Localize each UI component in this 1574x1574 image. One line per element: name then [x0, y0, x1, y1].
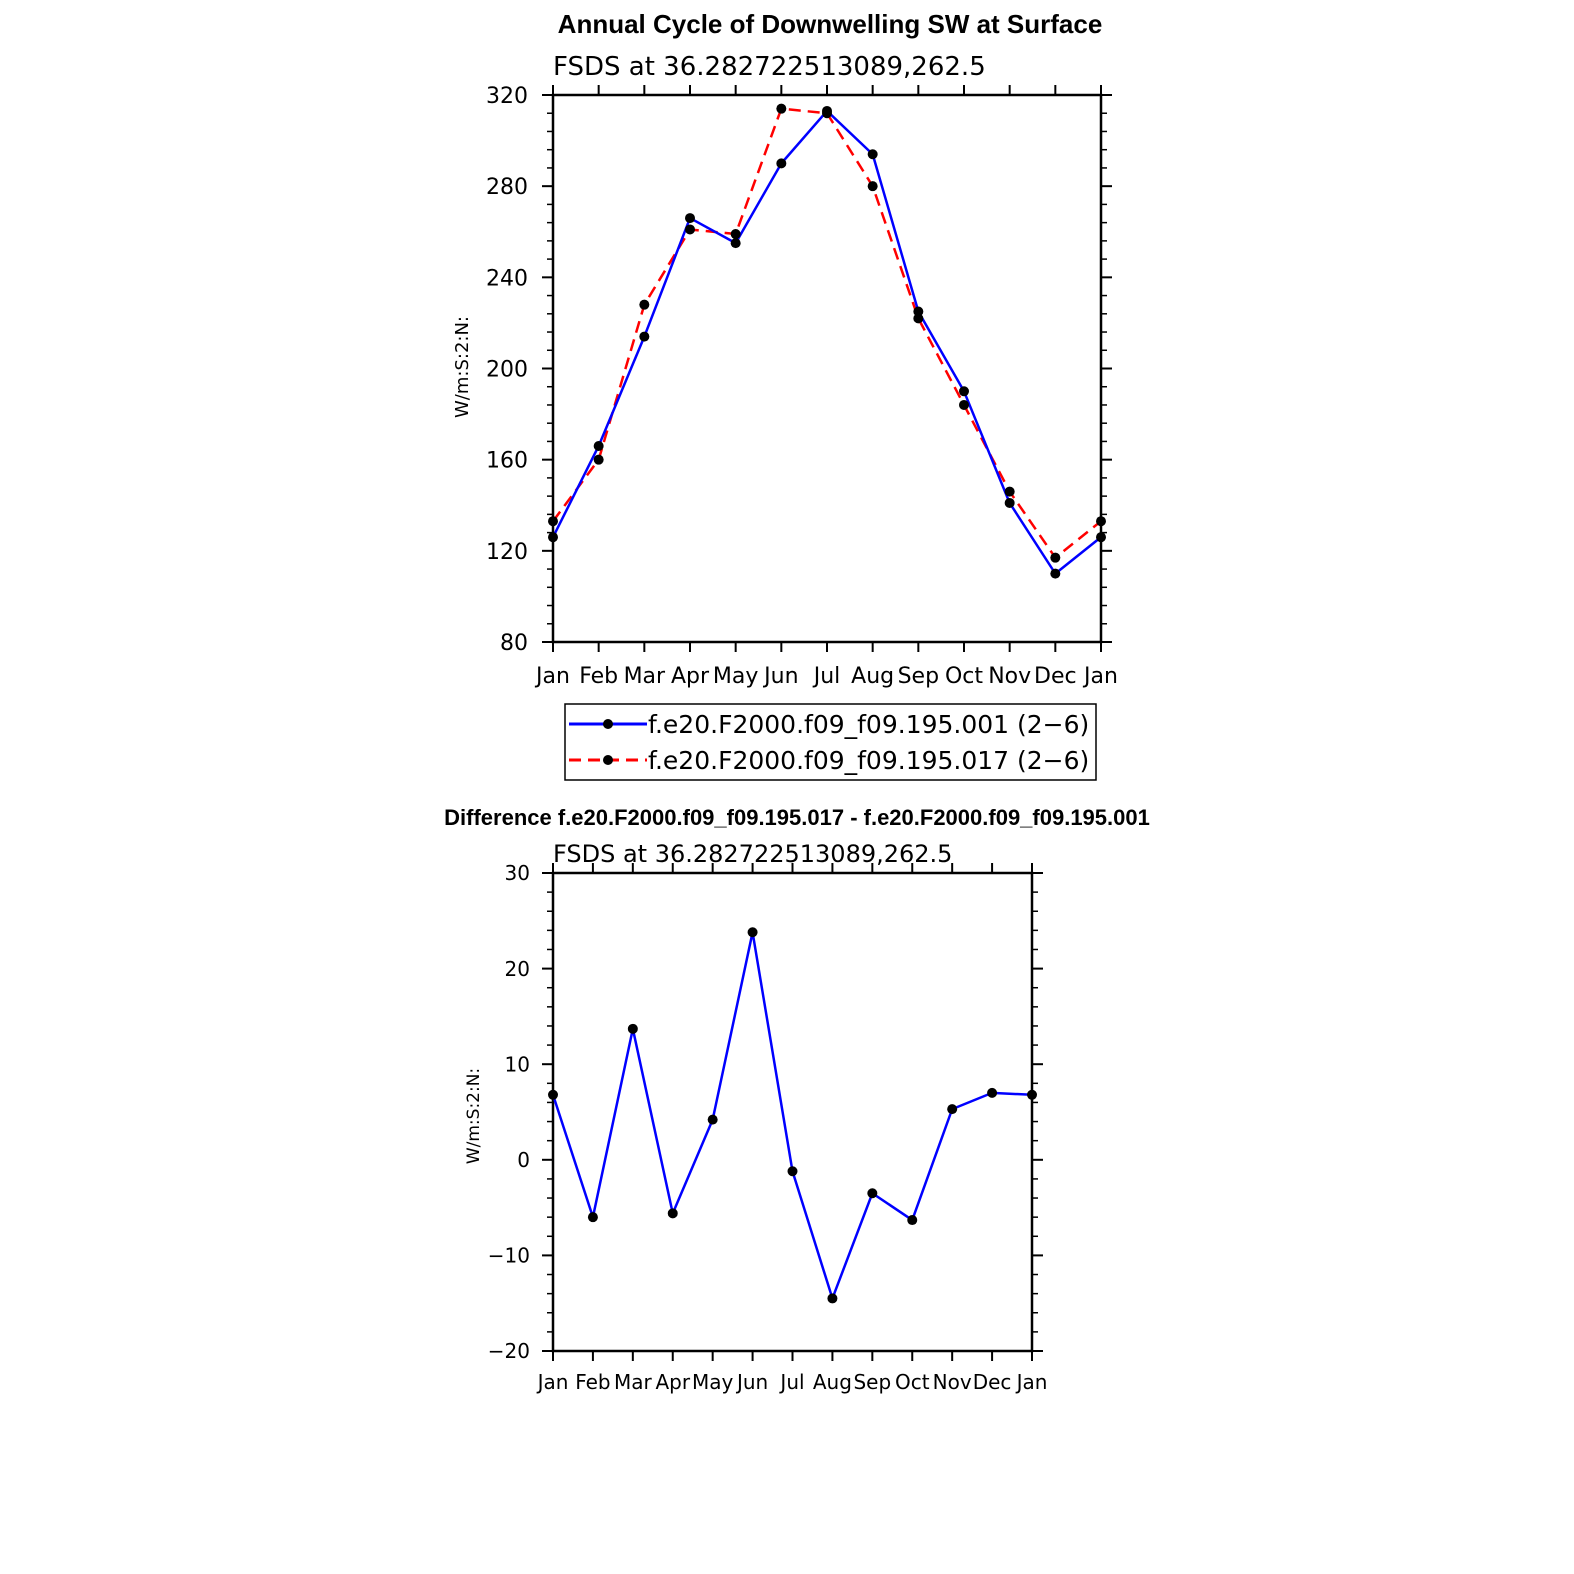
- data-point-series-1: [627, 1023, 638, 1034]
- data-point-series-1: [1027, 1089, 1037, 1100]
- y-tick-label: 30: [505, 861, 530, 885]
- x-tick-label: Mar: [624, 664, 666, 689]
- data-point-series-1: [1050, 568, 1061, 579]
- data-point-series-2: [776, 103, 787, 114]
- data-point-series-2: [548, 516, 558, 527]
- x-tick-label: Dec: [973, 1370, 1012, 1394]
- y-tick-label: −20: [488, 1339, 530, 1363]
- x-tick-label: Aug: [851, 664, 894, 689]
- data-point-series-2: [913, 313, 924, 324]
- data-point-series-2: [867, 181, 878, 192]
- x-tick-label: Apr: [671, 664, 710, 689]
- data-point-series-1: [1004, 497, 1015, 508]
- x-tick-label: Jan: [1015, 1370, 1048, 1394]
- x-tick-label: Apr: [655, 1370, 690, 1394]
- legend: f.e20.F2000.f09_f09.195.001 (2−6) f.e20.…: [564, 703, 1097, 781]
- y-axis-label: W/m:S:2:N:: [452, 316, 473, 418]
- data-point-series-1: [776, 158, 787, 169]
- data-point-series-2: [1096, 516, 1106, 527]
- data-point-series-1: [593, 440, 604, 451]
- x-tick-label: Sep: [898, 664, 939, 689]
- x-tick-label: Jun: [735, 1370, 768, 1394]
- y-tick-label: 280: [486, 175, 528, 200]
- data-point-series-1: [667, 1208, 678, 1219]
- data-point-series-2: [822, 108, 832, 119]
- y-tick-label: 10: [505, 1052, 530, 1076]
- chart-title: Annual Cycle of Downwelling SW at Surfac…: [558, 9, 1103, 39]
- y-tick-label: 200: [486, 357, 528, 382]
- data-point-series-2: [685, 224, 695, 235]
- data-point-series-1: [867, 1188, 878, 1199]
- y-tick-label: 120: [486, 540, 528, 565]
- data-point-series-1: [959, 386, 969, 397]
- data-point-series-1: [1096, 532, 1106, 543]
- y-axis-label: W/m:S:2:N:: [464, 1068, 484, 1164]
- series-line-1: [551, 931, 1033, 1300]
- plot-frame: [551, 871, 1034, 1353]
- x-tick-label: Feb: [575, 1370, 610, 1394]
- plot-area: Jan Feb Mar Apr May Jun Jul Aug Sep Oct Nov Dec Jan8…: [486, 84, 1118, 689]
- data-point-series-1: [548, 1089, 558, 1100]
- x-tick-label: Jun: [762, 664, 798, 689]
- data-point-series-1: [747, 927, 758, 938]
- plot-area: Jan Feb Mar Apr May Jun Jul Aug Sep Oct Nov Dec Jan−…: [488, 861, 1048, 1394]
- data-point-series-1: [907, 1215, 918, 1226]
- data-point-series-2: [959, 399, 969, 410]
- x-tick-label: Jan: [534, 664, 570, 689]
- x-tick-label: Nov: [933, 1370, 972, 1394]
- x-tick-label: Jul: [812, 664, 841, 689]
- data-point-series-2: [593, 454, 604, 465]
- data-point-series-1: [639, 331, 650, 342]
- data-point-series-1: [947, 1104, 958, 1115]
- data-point-series-1: [587, 1212, 598, 1223]
- x-tick-label: Aug: [813, 1370, 852, 1394]
- y-tick-label: 80: [500, 631, 528, 656]
- data-point-series-2: [1050, 552, 1061, 563]
- plot-frame: [551, 93, 1103, 644]
- data-point-series-2: [1004, 486, 1015, 497]
- legend-marker-series-1: [603, 719, 613, 729]
- legend-marker-series-2: [603, 755, 613, 765]
- data-point-series-1: [685, 213, 695, 224]
- data-point-series-1: [987, 1087, 998, 1098]
- x-tick-label: Dec: [1034, 664, 1077, 689]
- x-tick-label: Jan: [536, 1370, 569, 1394]
- x-tick-label: Jan: [1082, 664, 1118, 689]
- difference-panel: Difference f.e20.F2000.f09_f09.195.017 -…: [444, 805, 1150, 1394]
- x-tick-label: Jul: [778, 1370, 804, 1394]
- y-tick-label: −10: [488, 1244, 530, 1268]
- x-tick-label: May: [692, 1370, 734, 1394]
- x-tick-label: May: [713, 664, 758, 689]
- data-point-series-2: [639, 299, 650, 310]
- legend-label-series-1: f.e20.F2000.f09_f09.195.001 (2−6): [648, 710, 1089, 739]
- y-tick-label: 20: [505, 957, 530, 981]
- data-point-series-1: [787, 1166, 798, 1177]
- annual-cycle-panel: Annual Cycle of Downwelling SW at Surfac…: [452, 9, 1118, 781]
- legend-label-series-2: f.e20.F2000.f09_f09.195.017 (2−6): [648, 746, 1089, 775]
- y-tick-label: 160: [486, 449, 528, 474]
- chart-title: Difference f.e20.F2000.f09_f09.195.017 -…: [444, 805, 1150, 830]
- data-point-series-1: [867, 149, 878, 160]
- chart-subtitle: FSDS at 36.282722513089,262.5: [553, 52, 986, 82]
- x-tick-label: Nov: [988, 664, 1031, 689]
- data-point-series-1: [827, 1293, 838, 1304]
- x-tick-label: Oct: [895, 1370, 930, 1394]
- data-point-series-1: [913, 306, 924, 317]
- data-point-series-1: [707, 1114, 718, 1125]
- y-tick-label: 320: [486, 84, 528, 109]
- x-tick-label: Sep: [853, 1370, 891, 1394]
- data-point-series-1: [548, 532, 558, 543]
- legend-box: [564, 703, 1097, 781]
- y-tick-label: 240: [486, 266, 528, 291]
- data-point-series-1: [730, 238, 741, 249]
- data-point-series-2: [730, 229, 741, 240]
- series-line-2: [551, 107, 1102, 559]
- x-tick-label: Mar: [614, 1370, 653, 1394]
- x-tick-label: Feb: [579, 664, 618, 689]
- y-tick-label: 0: [517, 1148, 530, 1172]
- x-tick-label: Oct: [945, 664, 983, 689]
